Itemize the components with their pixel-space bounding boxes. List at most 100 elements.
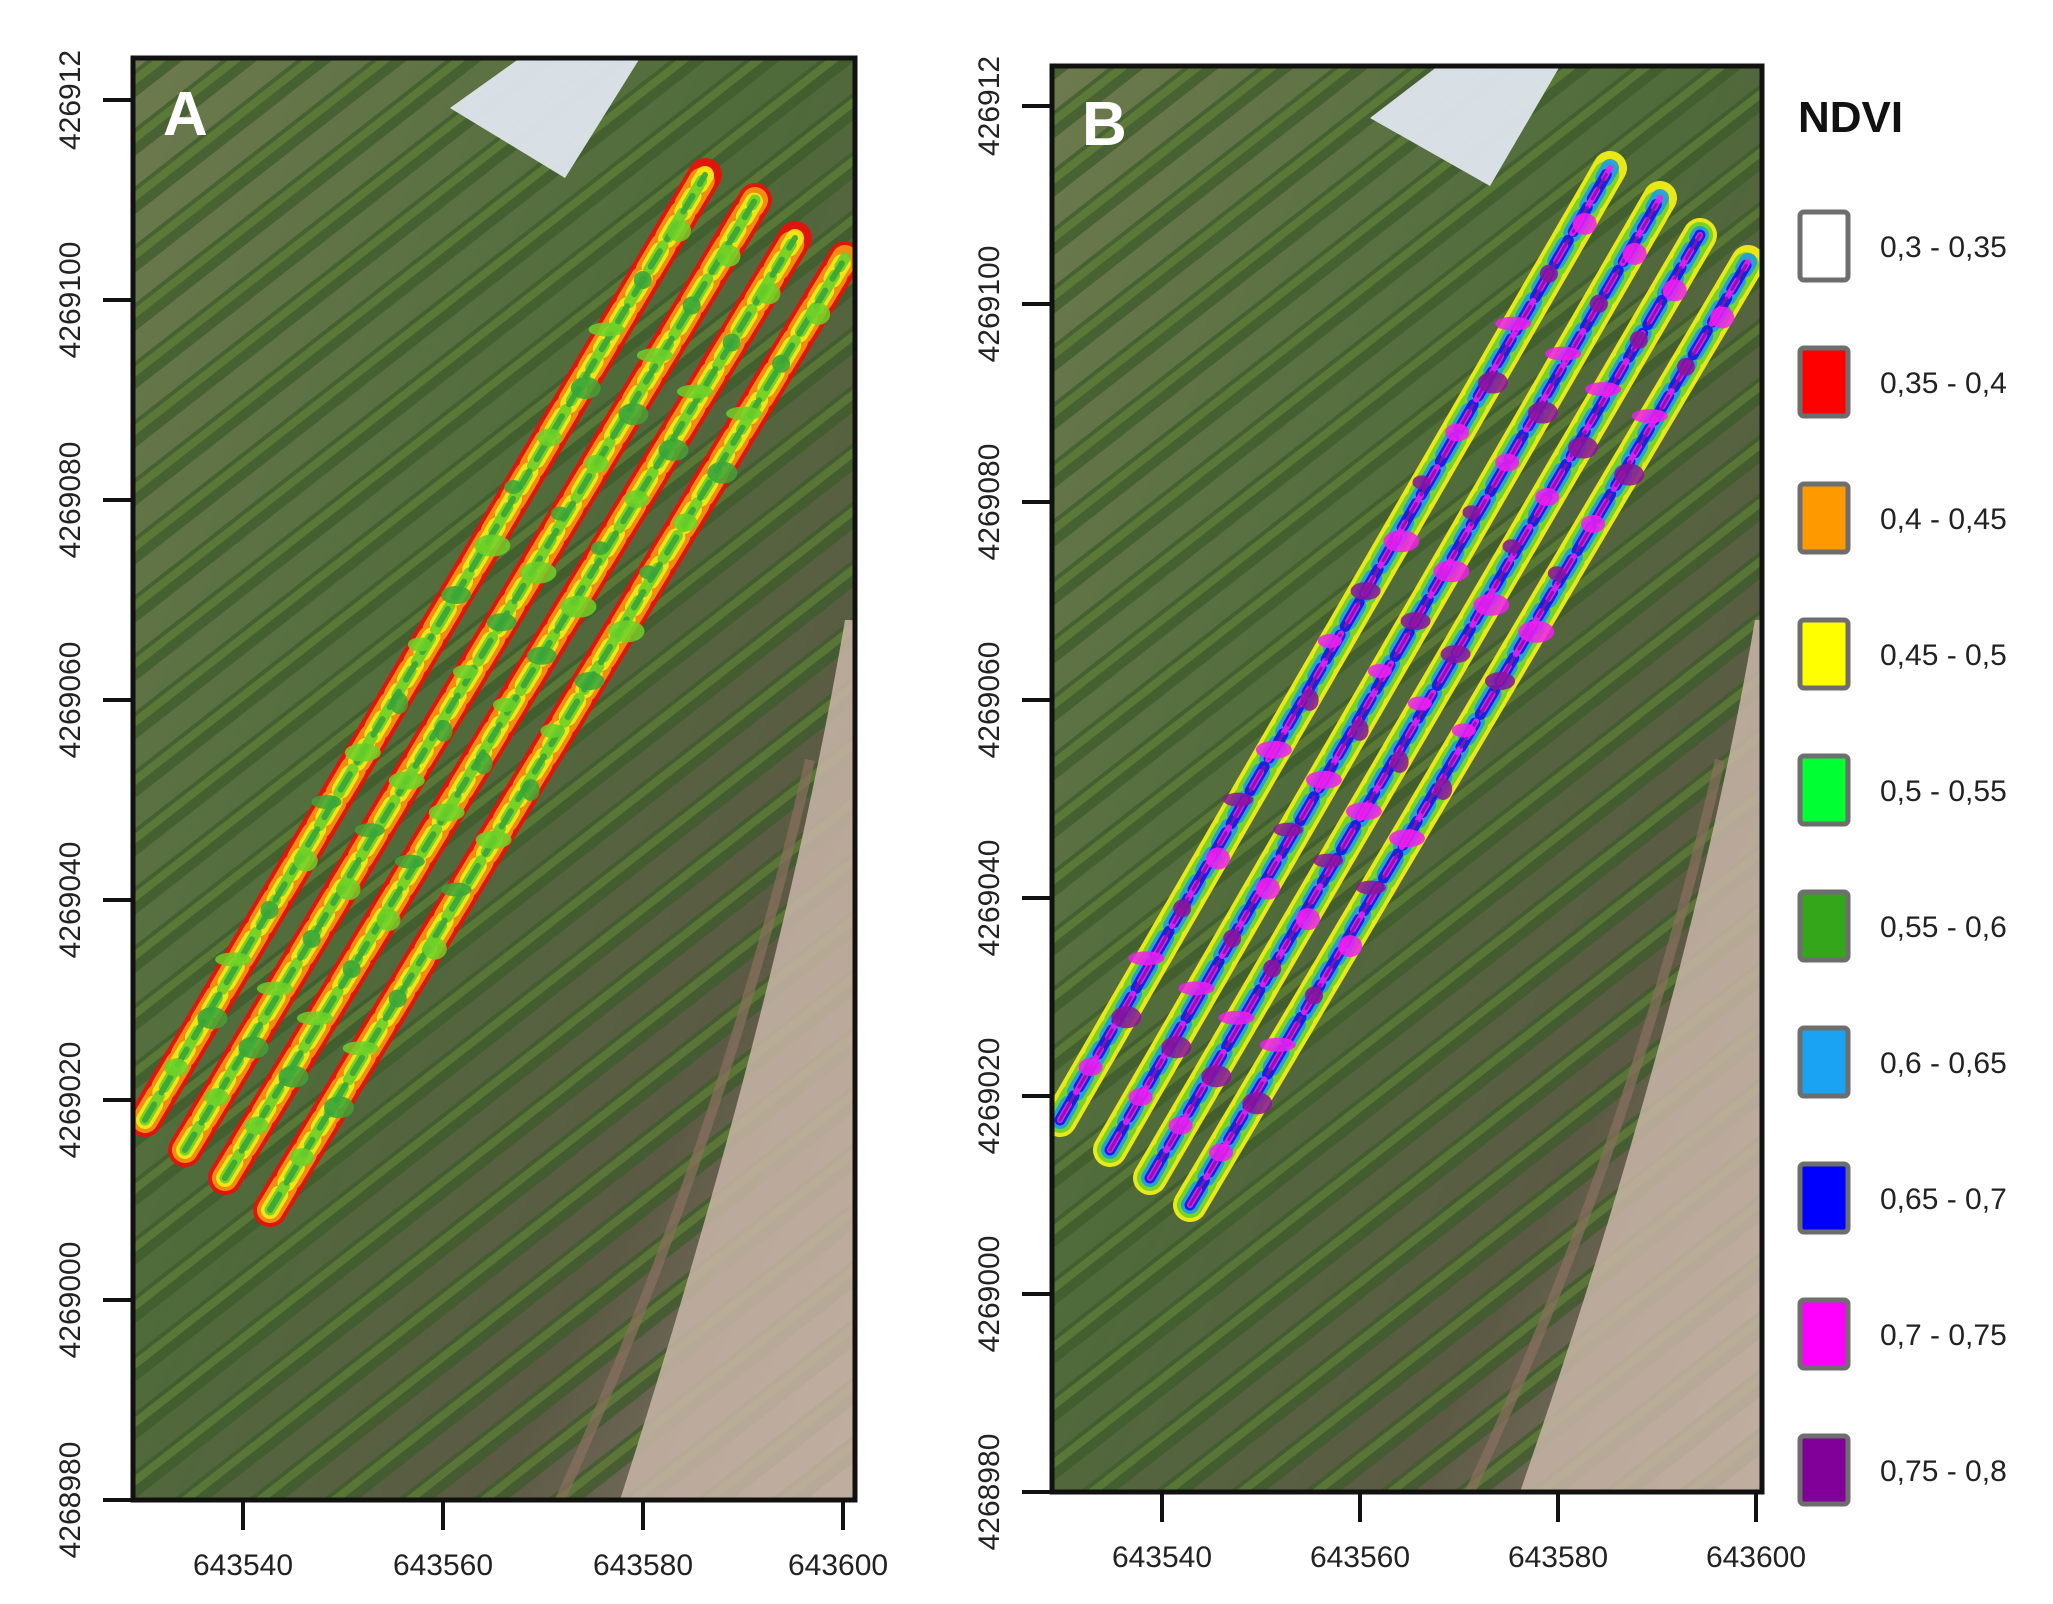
ndvi-patch xyxy=(492,697,517,712)
ndvi-patch xyxy=(1451,723,1476,738)
ndvi-patch xyxy=(390,692,409,715)
y-tick-label: 4269020 xyxy=(973,1038,1006,1155)
ndvi-patch xyxy=(1263,959,1282,978)
ndvi-patch xyxy=(1407,696,1432,711)
ndvi-patch xyxy=(1111,1006,1142,1029)
ndvi-patch xyxy=(1527,401,1558,424)
ndvi-patch xyxy=(520,561,557,584)
ndvi-patch xyxy=(537,428,562,447)
ndvi-patch xyxy=(474,534,511,557)
ndvi-patch xyxy=(1585,382,1622,397)
ndvi-patch xyxy=(1295,908,1320,931)
ndvi-patch xyxy=(707,461,738,484)
y-tick-label: 4269040 xyxy=(54,842,87,959)
ndvi-patch xyxy=(394,854,425,869)
ndvi-patch xyxy=(344,743,381,762)
y-tick-label: 4269040 xyxy=(973,840,1006,957)
ndvi-patch xyxy=(1209,1143,1233,1162)
ndvi-patch xyxy=(1161,1036,1192,1059)
ndvi-patch xyxy=(570,377,601,400)
ndvi-patch xyxy=(302,929,321,948)
ndvi-patch xyxy=(806,302,831,325)
ndvi-patch xyxy=(204,1088,229,1107)
y-tick-label: 4269000 xyxy=(54,1242,87,1359)
ndvi-patch xyxy=(1128,951,1165,966)
y-tick-label: 4269060 xyxy=(54,642,87,759)
ndvi-patch xyxy=(1205,847,1230,870)
ndvi-patch xyxy=(1572,212,1597,235)
ndvi-patch xyxy=(1389,829,1425,848)
ndvi-patch xyxy=(452,664,477,679)
ndvi-patch xyxy=(1390,750,1409,773)
y-tick-label: 4269100 xyxy=(973,246,1006,363)
ndvi-patch xyxy=(1350,718,1369,741)
ndvi-patch xyxy=(1383,530,1420,553)
ndvi-patch xyxy=(716,244,741,267)
ndvi-patch xyxy=(1338,935,1363,958)
x-axis-a: 643540 643560 643580 643600 xyxy=(193,1500,888,1582)
ndvi-patch xyxy=(1629,330,1648,349)
legend-title: NDVI xyxy=(1798,93,1903,142)
ndvi-patch xyxy=(1433,560,1470,583)
x-tick-label: 643540 xyxy=(1112,1541,1212,1574)
ndvi-patch xyxy=(428,803,465,822)
legend-swatch xyxy=(1797,617,1851,691)
x-tick-label: 643560 xyxy=(1310,1541,1410,1574)
ndvi-patch xyxy=(1345,802,1382,821)
ndvi-patch xyxy=(574,672,605,691)
ndvi-patch xyxy=(1255,740,1292,759)
ndvi-patch xyxy=(407,637,432,652)
ndvi-patch xyxy=(422,937,447,960)
ndvi-patch xyxy=(336,878,361,901)
ndvi-patch xyxy=(1495,316,1532,331)
ndvi-patch xyxy=(618,403,649,426)
ndvi-patch xyxy=(1547,566,1566,581)
x-tick-label: 643600 xyxy=(1706,1541,1806,1574)
y-tick-label: 4269080 xyxy=(54,442,87,559)
ndvi-patch xyxy=(1355,880,1386,895)
ndvi-patch xyxy=(388,989,407,1008)
x-tick-label: 643580 xyxy=(593,1549,693,1582)
ndvi-patch xyxy=(633,271,652,289)
ndvi-patch xyxy=(1535,487,1560,506)
ndvi-patch xyxy=(354,823,385,838)
ndvi-patch xyxy=(772,354,791,373)
y-tick-label: 4269060 xyxy=(973,642,1006,759)
ndvi-patch xyxy=(197,1007,228,1030)
ndvi-patch xyxy=(608,620,645,643)
legend-label: 0,7 - 0,75 xyxy=(1880,1319,2007,1352)
ndvi-patch xyxy=(1495,453,1520,472)
map-frame-b xyxy=(1049,63,1765,1495)
ndvi-patch xyxy=(1218,1010,1255,1025)
legend-label: 0,55 - 0,6 xyxy=(1880,911,2007,944)
ndvi-patch xyxy=(1305,770,1342,789)
legend-swatch xyxy=(1797,1297,1851,1371)
ndvi-patch xyxy=(1589,294,1608,313)
legend-swatch xyxy=(1797,1433,1851,1507)
ndvi-patch xyxy=(388,771,425,790)
aerial-image-b xyxy=(1052,66,1762,1492)
legend-label: 0,4 - 0,45 xyxy=(1880,503,2007,536)
ndvi-patch xyxy=(1434,777,1453,800)
ndvi-patch xyxy=(667,219,692,242)
ndvi-patch xyxy=(293,849,318,872)
legend-swatch xyxy=(1797,481,1851,555)
ndvi-patch xyxy=(1317,633,1342,648)
y-tick-label: 4269080 xyxy=(973,444,1006,561)
ndvi-patch xyxy=(1168,1116,1193,1135)
legend-swatch xyxy=(1797,1025,1851,1099)
ndvi-patch xyxy=(1173,899,1192,918)
ndvi-patch xyxy=(324,1096,355,1119)
y-tick-label: 426912 xyxy=(973,56,1006,156)
legend-swatch xyxy=(1797,889,1851,963)
ndvi-patch xyxy=(1255,877,1280,900)
ndvi-patch xyxy=(658,438,689,461)
aerial-image-a xyxy=(133,58,855,1500)
ndvi-patch xyxy=(676,384,713,399)
ndvi-patch xyxy=(726,406,763,421)
ndvi-patch xyxy=(1710,306,1735,329)
ndvi-patch xyxy=(1178,981,1215,996)
y-tick-label: 4269100 xyxy=(54,242,87,359)
ndvi-patch xyxy=(1223,792,1254,807)
